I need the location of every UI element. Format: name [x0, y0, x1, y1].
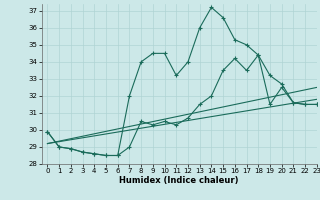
X-axis label: Humidex (Indice chaleur): Humidex (Indice chaleur) [119, 176, 239, 185]
